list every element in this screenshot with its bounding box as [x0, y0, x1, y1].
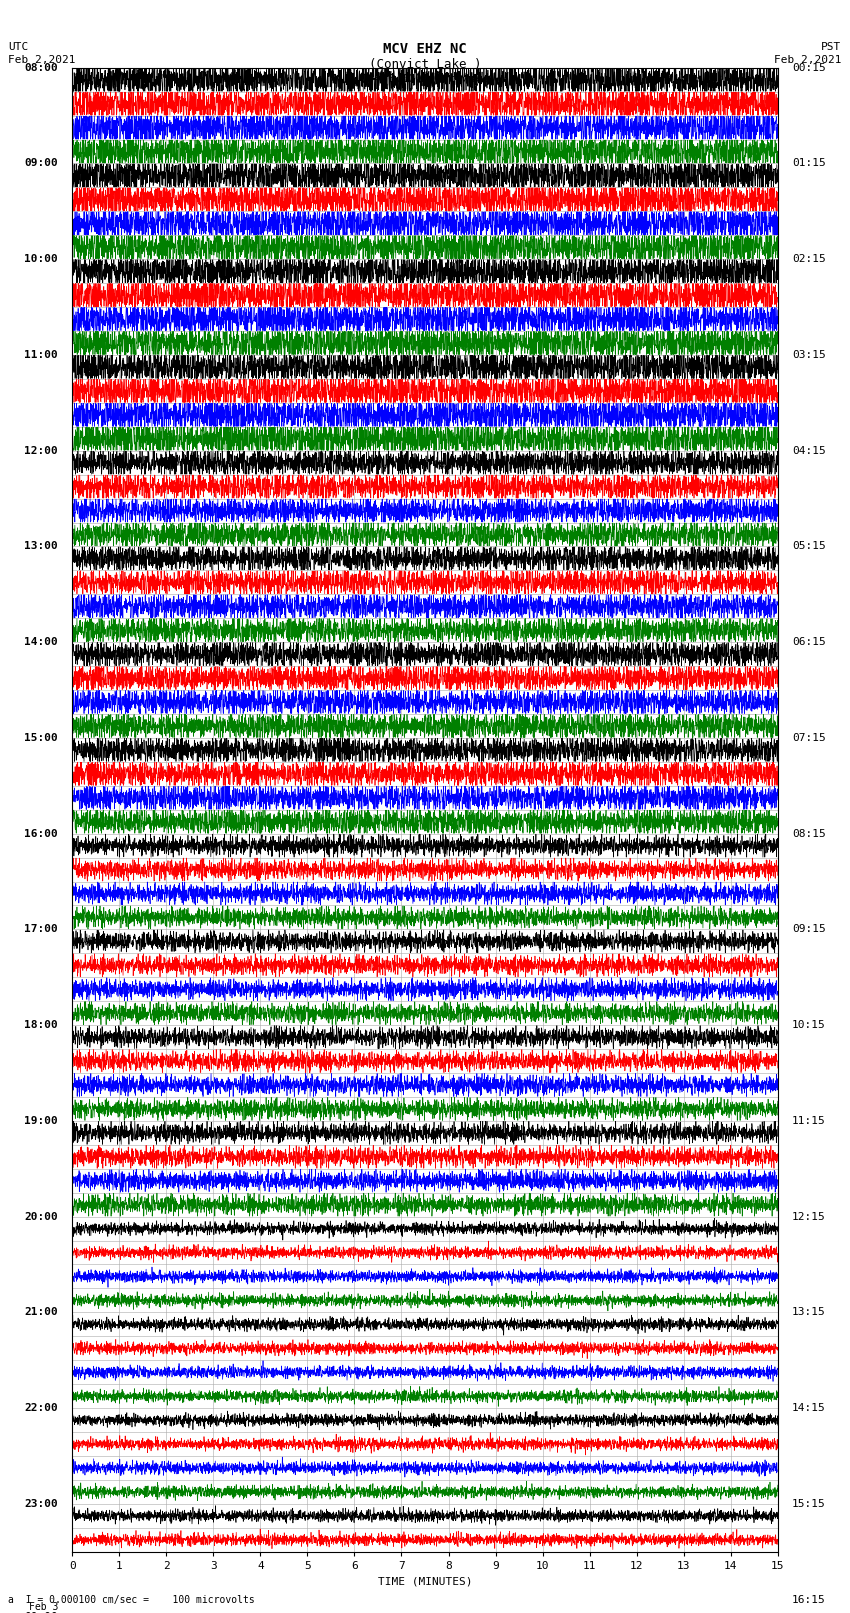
- Text: 07:15: 07:15: [792, 732, 825, 744]
- Text: PST: PST: [821, 42, 842, 52]
- Text: (Convict Lake ): (Convict Lake ): [369, 58, 481, 71]
- Text: 19:00: 19:00: [25, 1116, 58, 1126]
- Text: 08:15: 08:15: [792, 829, 825, 839]
- Text: MCV EHZ NC: MCV EHZ NC: [383, 42, 467, 56]
- Text: 10:00: 10:00: [25, 255, 58, 265]
- Text: 21:00: 21:00: [25, 1308, 58, 1318]
- Text: 14:00: 14:00: [25, 637, 58, 647]
- Text: 12:15: 12:15: [792, 1211, 825, 1221]
- Text: 15:00: 15:00: [25, 732, 58, 744]
- Text: 11:15: 11:15: [792, 1116, 825, 1126]
- Text: UTC: UTC: [8, 42, 29, 52]
- Text: 13:00: 13:00: [25, 542, 58, 552]
- Text: 05:15: 05:15: [792, 542, 825, 552]
- Text: 11:00: 11:00: [25, 350, 58, 360]
- Text: 13:15: 13:15: [792, 1308, 825, 1318]
- Text: 09:00: 09:00: [25, 158, 58, 168]
- Text: Feb 2,2021: Feb 2,2021: [774, 55, 842, 65]
- Text: 03:15: 03:15: [792, 350, 825, 360]
- Text: 17:00: 17:00: [25, 924, 58, 934]
- Text: Feb 2,2021: Feb 2,2021: [8, 55, 76, 65]
- Text: 04:15: 04:15: [792, 445, 825, 456]
- Text: I = 0.000100 cm/sec: I = 0.000100 cm/sec: [361, 74, 489, 84]
- Text: 08:00: 08:00: [25, 63, 58, 73]
- Text: a  I = 0.000100 cm/sec =    100 microvolts: a I = 0.000100 cm/sec = 100 microvolts: [8, 1595, 255, 1605]
- Text: 14:15: 14:15: [792, 1403, 825, 1413]
- Text: 02:15: 02:15: [792, 255, 825, 265]
- Text: Feb 3: Feb 3: [29, 1602, 58, 1611]
- Text: 16:15: 16:15: [792, 1595, 825, 1605]
- Text: 23:00: 23:00: [25, 1498, 58, 1508]
- Text: 00:15: 00:15: [792, 63, 825, 73]
- Text: 01:15: 01:15: [792, 158, 825, 168]
- X-axis label: TIME (MINUTES): TIME (MINUTES): [377, 1576, 473, 1586]
- Text: 06:15: 06:15: [792, 637, 825, 647]
- Text: 20:00: 20:00: [25, 1211, 58, 1221]
- Text: 12:00: 12:00: [25, 445, 58, 456]
- Text: 18:00: 18:00: [25, 1019, 58, 1031]
- Text: 15:15: 15:15: [792, 1498, 825, 1508]
- Text: 22:00: 22:00: [25, 1403, 58, 1413]
- Text: 10:15: 10:15: [792, 1019, 825, 1031]
- Text: 09:15: 09:15: [792, 924, 825, 934]
- Text: 16:00: 16:00: [25, 829, 58, 839]
